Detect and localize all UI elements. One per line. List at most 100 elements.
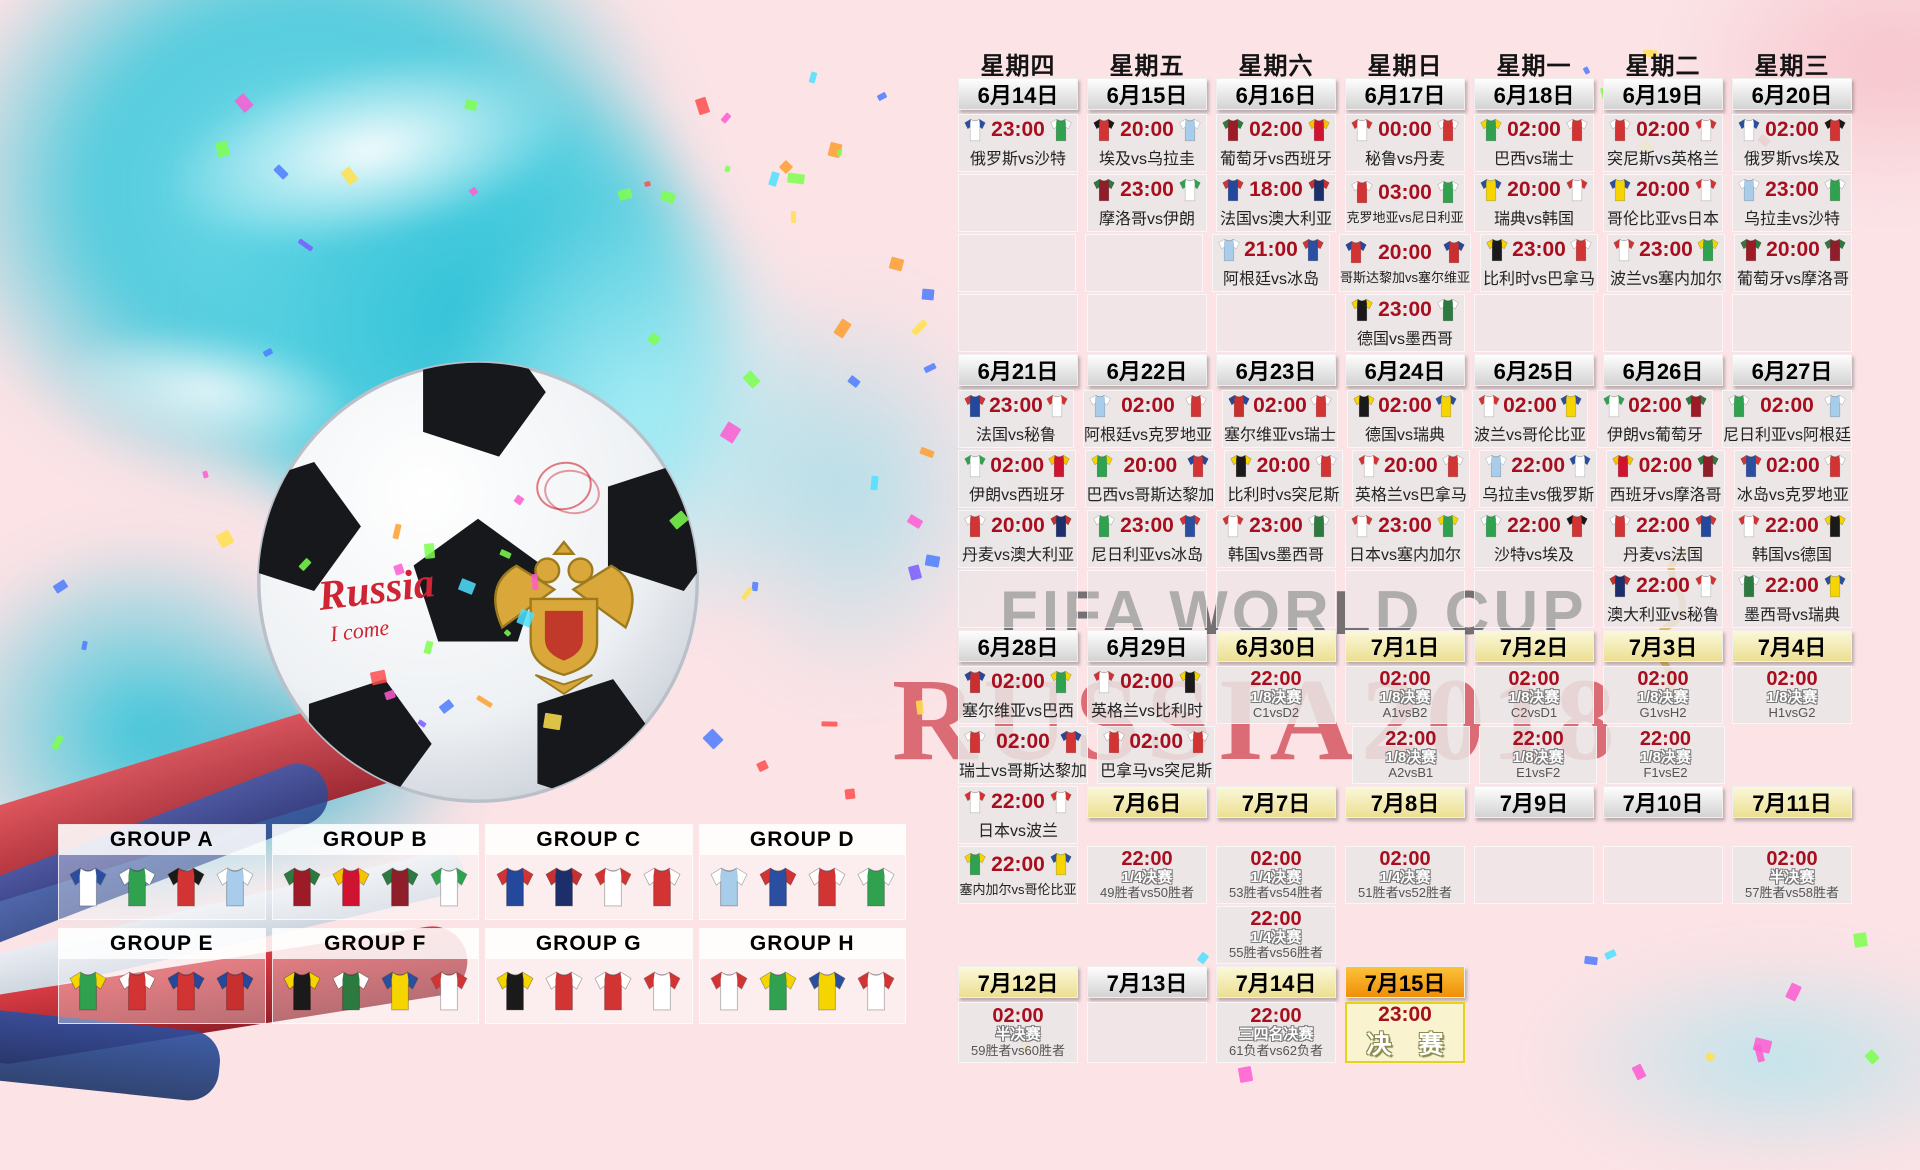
stage-teams: 49胜者vs50胜者 [1100,885,1194,901]
confetti-piece [531,573,539,591]
knockout-cell: 22:00 三四名决赛 61负者vs62负者 [1216,1002,1336,1063]
knockout-cell: 02:00 1/4决赛 51胜者vs52胜者 [1345,846,1465,904]
stage-teams: A2vsB1 [1388,765,1434,781]
confetti-piece [924,554,941,568]
date-cell: 6月21日 [958,354,1078,386]
match-time-line: 02:00 [1348,394,1462,418]
stage-label: 半决赛 [1769,868,1815,886]
match-teams: 日本vs波兰 [977,822,1058,840]
confetti-piece [542,712,563,731]
blank-cell [1474,906,1594,964]
stage-teams: 57胜者vs58胜者 [1745,885,1839,901]
confetti-piece [756,759,769,773]
match-cell: 02:00 巴拿马vs突尼斯 [1097,726,1216,784]
match-time-line: 02:00 [1098,730,1214,754]
stage-label: 1/8决赛 [1250,688,1302,706]
empty-cell [958,174,1078,232]
confetti-piece [719,421,742,444]
jersey-icon-哥伦比亚 [1049,852,1073,876]
match-time: 02:00 [996,730,1050,753]
empty-cell [1087,1002,1207,1063]
date-cell: 6月24日 [1345,354,1465,386]
match-teams: 秘鲁vs丹麦 [1364,150,1445,168]
jersey-icon-西班牙 [1611,454,1635,478]
match-time: 22:00 [991,852,1045,876]
jersey-icon-韩国 [1737,514,1761,538]
match-teams: 阿根廷vs冰岛 [1222,270,1319,288]
confetti-piece [617,187,633,202]
jersey-icon-澳大利亚 [1608,574,1632,598]
jersey-icon-塞尔维亚 [214,970,256,1012]
weekday-label: 星期六 [1238,53,1314,80]
match-time-line: 23:00 [959,118,1077,142]
blank-cell [1732,1002,1852,1063]
confetti-piece [52,579,69,594]
jersey-icon-克罗地亚 [1350,180,1374,204]
match-teams: 克罗地亚vs尼日利亚 [1346,210,1464,225]
match-teams: 波兰vs塞内加尔 [1609,270,1722,288]
match-row: 21:00 阿根廷vs冰岛 20:00 哥斯达黎加vs塞尔维亚 23:00 比利 [958,234,1852,292]
confetti-piece [870,475,879,491]
match-time: 02:00 [1121,394,1175,417]
stage-label: 1/4决赛 [1121,868,1173,886]
match-time-line: 23:00 [1217,514,1335,538]
confetti-piece [833,318,852,339]
match-cell: 20:00 哥斯达黎加vs塞尔维亚 [1338,234,1471,292]
match-cell: 22:00 墨西哥vs瑞典 [1732,570,1852,628]
knockout-cell: 02:00 1/8决赛 H1vsG2 [1732,666,1852,724]
match-cell: 02:00 德国vs瑞典 [1347,390,1463,448]
jersey-icon-克罗地亚 [806,866,848,908]
match-time-line: 20:00 [1088,118,1206,142]
match-teams: 德国vs墨西哥 [1356,330,1453,348]
jersey-icon-西班牙 [1047,454,1071,478]
match-cell: 20:00 丹麦vs澳大利亚 [958,510,1078,568]
match-time: 23:00 [1639,238,1693,261]
jersey-icon-秘鲁 [1350,118,1374,142]
jersey-icon-巴拿马 [1569,238,1593,262]
match-time-line: 22:00 [959,852,1077,876]
jersey-icon-摩洛哥 [1696,454,1720,478]
date-cell: 7月7日 [1216,786,1336,818]
jersey-icon-突尼斯 [1186,730,1210,754]
match-cell: 22:00 乌拉圭vs俄罗斯 [1479,450,1598,508]
confetti-piece [214,140,231,158]
jersey-icon-日本 [1694,178,1718,202]
jersey-icon-伊朗 [1602,394,1626,418]
match-time: 02:00 [1765,118,1819,141]
confetti-piece [647,332,661,346]
date-cell: 7月13日 [1087,966,1207,998]
knockout-cell: 02:00 1/8决赛 C2vsD1 [1474,666,1594,724]
jersey-icon-波兰 [708,970,750,1012]
confetti-piece [720,112,732,124]
blank-cell [1732,906,1852,964]
match-time-line: 23:00 [1608,238,1724,262]
group-box-E: GROUP E [58,928,266,1024]
jersey-icon-塞尔维亚 [963,670,987,694]
stage-teams: 51胜者vs52胜者 [1358,885,1452,901]
group-box-D: GROUP D [698,824,906,920]
knockout-cell: 22:00 1/8决赛 A2vsB1 [1351,726,1470,784]
match-time-line: 20:00 [1225,454,1341,478]
jersey-icon-丹麦 [1608,514,1632,538]
jersey-icon-阿根廷 [1088,394,1112,418]
jersey-icon-瑞士 [1565,118,1589,142]
match-cell: 23:00 法国vs秘鲁 [958,390,1074,448]
match-time: 02:00 [1766,847,1818,870]
confetti-piece [911,319,928,336]
jersey-icon-日本 [1350,514,1374,538]
group-box-C: GROUP C [485,824,693,920]
jersey-icon-塞内加尔 [1436,514,1460,538]
match-time: 02:00 [1760,394,1814,417]
match-time-line: 02:00 [959,730,1087,754]
stage-label: 1/4决赛 [1379,868,1431,886]
match-time-line: 02:00 [1735,454,1851,478]
date-cell: 6月28日 [958,630,1078,662]
jersey-icon-冰岛 [757,866,799,908]
match-teams: 葡萄牙vs西班牙 [1219,150,1332,168]
confetti-piece [923,362,937,374]
match-teams: 伊朗vs葡萄牙 [1606,426,1703,444]
empty-cell [1345,570,1465,628]
jersey-icon-巴西 [1090,454,1114,478]
match-cell: 18:00 法国vs澳大利亚 [1216,174,1336,232]
